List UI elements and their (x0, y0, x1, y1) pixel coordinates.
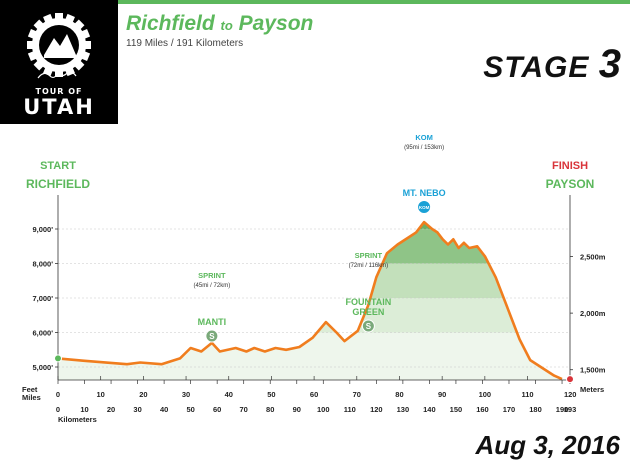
logo-wordmark: TOUR OF UTAH (0, 88, 118, 118)
y-tick-label-meters: 1,500m (580, 366, 606, 375)
y-tick-label-feet: 8,000' (32, 260, 53, 269)
x-tick-label-miles: 180 (529, 405, 542, 414)
x-tick-label-miles: 140 (423, 405, 436, 414)
profile-band (58, 222, 563, 229)
stage-label: STAGE (483, 51, 590, 84)
x-tick-label-miles: 70 (240, 405, 248, 414)
x-tick-label-miles: 10 (80, 405, 88, 414)
x-tick-label-miles: 50 (186, 405, 194, 414)
start-city: RICHFIELD (26, 177, 90, 191)
x-tick-label-miles: 110 (344, 405, 356, 414)
sprint2-label: SPRINT (355, 251, 383, 260)
route-connector: to (220, 18, 233, 33)
finish-label: FINISH (552, 160, 588, 172)
x-tick-label-miles: 150 (450, 405, 463, 414)
y-axis-label-meters: Meters (580, 385, 604, 394)
x-tick-label-km: 110 (521, 390, 533, 399)
profile-band (58, 229, 563, 264)
stage-date: Aug 3, 2016 (475, 430, 620, 460)
x-tick-label-miles: 170 (503, 405, 516, 414)
kom-distance: (95mi / 153km) (404, 145, 444, 151)
y-tick-label-feet: 7,000' (32, 294, 53, 303)
x-tick-label-miles: 160 (476, 405, 489, 414)
x-tick-label-km: 20 (139, 390, 147, 399)
kom-icon-text: KOM (419, 205, 430, 210)
x-tick-label-km: 100 (479, 390, 492, 399)
sprint2-icon-letter: S (366, 322, 372, 331)
stage-number-heading: STAGE 3 (483, 42, 622, 87)
x-axis-label-kilometers: Kilometers (58, 415, 97, 424)
profile-band (58, 298, 563, 333)
x-tick-label-miles: 40 (160, 405, 168, 414)
profile-band (58, 263, 563, 298)
sprint1-icon (205, 329, 219, 343)
x-tick-label-miles: 193 (564, 405, 577, 414)
x-tick-label-km: 90 (438, 390, 446, 399)
sprint1-icon-letter: S (209, 332, 215, 341)
x-tick-label-miles: 80 (266, 405, 274, 414)
x-tick-label-km: 80 (395, 390, 403, 399)
x-tick-label-miles: 120 (370, 405, 383, 414)
x-tick-label-miles: 20 (107, 405, 115, 414)
sprint2-name-line1: FOUNTAIN (345, 297, 391, 307)
stage-route-title: Richfield to Payson (126, 12, 313, 36)
x-tick-label-km: 0 (56, 390, 60, 399)
kom-label: KOM (415, 133, 433, 142)
sun-gear-icon (27, 13, 91, 79)
x-tick-label-miles: 0 (56, 405, 60, 414)
elevation-line (57, 220, 563, 381)
y-tick-label-feet: 9,000' (32, 225, 53, 234)
x-tick-label-miles: 90 (293, 405, 301, 414)
sprint1-label: SPRINT (198, 271, 226, 280)
logo-tour-of: TOUR OF (35, 87, 83, 96)
x-tick-label-miles: 190 (556, 405, 569, 414)
route-end-city: Payson (238, 12, 314, 35)
sprint1-distance: (45mi / 72km) (194, 283, 231, 289)
sprint1-name: MANTI (198, 317, 227, 327)
route-distance: 119 Miles / 191 Kilometers (126, 38, 244, 49)
x-tick-label-miles: 60 (213, 405, 221, 414)
x-tick-label-miles: 130 (397, 405, 410, 414)
tour-of-utah-logo: TOUR OF UTAH (0, 0, 118, 124)
x-tick-label-km: 60 (310, 390, 318, 399)
stage-number: 3 (598, 42, 622, 86)
x-tick-label-km: 10 (97, 390, 105, 399)
x-axis-label-miles: Miles (22, 393, 41, 402)
sprint2-distance: (72mi / 116km) (349, 263, 389, 269)
finish-city: PAYSON (546, 177, 595, 191)
y-tick-label-feet: 5,000' (32, 363, 53, 372)
sprint2-name-line2: GREEN (352, 307, 384, 317)
kom-icon (417, 200, 432, 214)
header-accent-bar (118, 0, 630, 4)
route-start-city: Richfield (126, 12, 215, 35)
finish-marker (566, 375, 574, 384)
start-label: START (40, 160, 76, 172)
x-tick-label-miles: 100 (317, 405, 330, 414)
y-axis-label-feet: Feet (22, 385, 38, 394)
logo-utah: UTAH (23, 95, 95, 119)
y-tick-label-feet: 6,000' (32, 329, 53, 338)
x-tick-label-km: 40 (225, 390, 233, 399)
sprint2-icon (361, 319, 375, 333)
x-tick-label-km: 120 (564, 390, 577, 399)
x-tick-label-km: 70 (353, 390, 361, 399)
x-tick-label-km: 50 (267, 390, 275, 399)
x-tick-label-km: 30 (182, 390, 190, 399)
start-marker (54, 354, 62, 363)
x-tick-label-miles: 30 (133, 405, 141, 414)
y-tick-label-meters: 2,500m (580, 253, 606, 262)
y-tick-label-meters: 2,000m (580, 309, 606, 318)
kom-name: MT. NEBO (403, 188, 446, 198)
